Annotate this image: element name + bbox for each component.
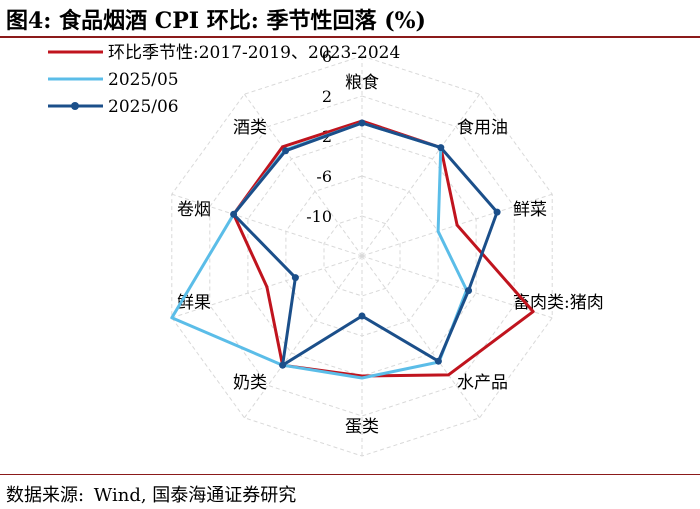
legend: 环比季节性:2017-2019、2023-2024 2025/05 2025/06 [48,43,400,117]
series-point [434,357,442,365]
grid-ring [209,95,515,417]
category-label: 卷烟 [177,200,211,220]
series-point [230,210,238,218]
category-label: 水产品 [457,373,508,393]
tick-label: -6 [316,167,332,186]
category-label: 蛋类 [345,417,379,437]
chart-title: 图4: 食品烟酒 CPI 环比: 季节性回落 (%) [6,8,426,34]
footer-rule [0,474,700,475]
grid-spoke [243,255,363,419]
tick-label: 6 [322,47,332,66]
legend-marker [71,102,79,110]
category-label: 粮食 [345,73,379,93]
category-label: 鲜菜 [513,200,547,220]
category-label: 鲜果 [177,293,211,313]
title-rule [0,36,700,38]
grid-spoke [361,93,481,257]
series-point [465,287,472,295]
series-point [291,274,299,282]
source-label: 数据来源: [6,485,90,506]
legend-label: 2025/06 [108,97,179,117]
radar-grid [171,55,553,457]
series-line [170,121,469,380]
category-label: 食用油 [457,118,508,138]
grid-spoke [171,193,363,257]
tick-label: 2 [322,87,332,106]
source-text: Wind, 国泰海通证券研究 [93,485,297,506]
grid-spoke [243,93,363,257]
series-point [282,147,290,155]
source-note: 数据来源: Wind, 国泰海通证券研究 [6,481,300,507]
grid-ring [247,135,477,377]
series-point [358,119,366,127]
series-point [493,208,501,216]
category-label: 酒类 [233,118,267,138]
series-point [358,312,366,320]
category-label: 畜肉类:猪肉 [513,293,604,313]
series-point [437,144,445,152]
legend-label: 环比季节性:2017-2019、2023-2024 [108,43,400,63]
category-label: 奶类 [233,373,267,393]
series-point [279,361,287,369]
grid-ring [323,215,401,297]
series-layer [170,119,535,380]
grid-spoke [361,255,481,419]
tick-label: -10 [306,207,332,226]
grid-spoke [361,255,553,319]
legend-label: 2025/05 [108,70,179,90]
